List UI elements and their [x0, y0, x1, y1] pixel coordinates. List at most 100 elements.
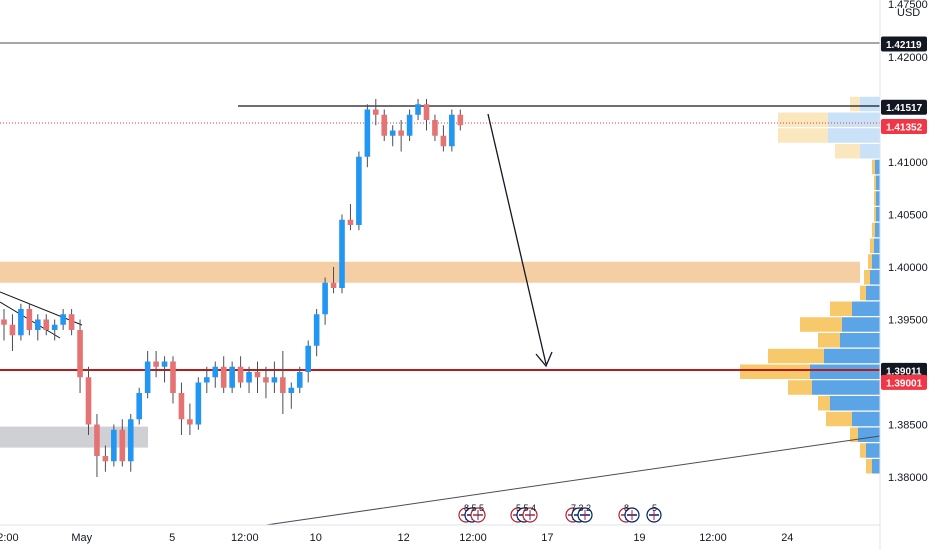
- candle: [9, 314, 16, 351]
- candle-body: [35, 319, 41, 330]
- candle: [94, 414, 100, 477]
- demand-zone[interactable]: [0, 426, 148, 448]
- profile-bar-down: [830, 301, 852, 316]
- price-badge[interactable]: 1.39001: [881, 374, 927, 390]
- candle-body: [398, 130, 404, 136]
- profile-bar-up: [824, 348, 880, 364]
- candle: [339, 214, 345, 294]
- economic-events[interactable]: 8 5 5 5 5 4 7 3 2 8 5: [458, 503, 662, 523]
- profile-bar-up: [876, 191, 880, 206]
- candle: [415, 99, 421, 120]
- candle: [356, 151, 362, 231]
- candle-body: [26, 309, 33, 330]
- profile-bar-up: [876, 207, 880, 222]
- candle-body: [440, 135, 447, 147]
- candle: [144, 351, 151, 399]
- candle-body: [381, 114, 388, 136]
- candle-body: [18, 309, 24, 336]
- candles-layer: [1, 99, 464, 477]
- profile-bar-down: [874, 207, 876, 222]
- candle: [237, 356, 244, 388]
- candle-body: [263, 377, 269, 383]
- event-marker[interactable]: 7 3 2: [565, 503, 593, 523]
- price-badge[interactable]: 1.42119: [881, 36, 927, 52]
- profile-bar-down: [850, 427, 858, 442]
- event-count: 5: [652, 503, 657, 513]
- event-count: 7 3 2: [571, 503, 591, 513]
- price-badge-label: 1.39001: [886, 378, 923, 389]
- candle: [398, 120, 404, 152]
- candle: [26, 303, 33, 336]
- time-axis[interactable]: 12:00 May 5 12:00 10 12 12:00 17 19 12:00 24: [0, 524, 880, 544]
- price-badge[interactable]: 1.41517: [881, 99, 927, 115]
- candle-body: [271, 377, 278, 383]
- candle: [35, 314, 41, 341]
- candle-body: [68, 314, 75, 330]
- candle: [373, 99, 379, 126]
- candle: [68, 309, 75, 336]
- profile-bar-up: [812, 380, 880, 395]
- event-marker[interactable]: 5 5 4: [510, 503, 538, 523]
- profile-bar-down: [740, 364, 810, 379]
- candle: [220, 356, 227, 393]
- supply-zone[interactable]: [0, 261, 860, 283]
- event-marker[interactable]: 5: [646, 503, 662, 523]
- candle: [305, 340, 311, 383]
- price-tick: 1.39500: [888, 315, 928, 327]
- time-tick: 19: [633, 532, 645, 544]
- event-count: 8 5 5: [464, 503, 484, 513]
- profile-bar-up: [866, 443, 880, 458]
- rising-trend-line[interactable]: [265, 435, 881, 526]
- candle: [229, 361, 235, 393]
- candle: [102, 445, 109, 472]
- candle: [406, 109, 413, 141]
- profile-bar-up: [828, 128, 880, 143]
- candle-body: [51, 324, 58, 330]
- time-tick: 12:00: [0, 532, 19, 544]
- candle: [263, 366, 269, 399]
- time-tick: 5: [169, 532, 175, 544]
- candle: [195, 377, 202, 430]
- candle-body: [60, 314, 66, 325]
- candle: [364, 104, 371, 168]
- candle: [280, 351, 286, 414]
- profile-bar-up: [830, 396, 880, 411]
- candle: [127, 414, 134, 472]
- candle: [51, 319, 58, 341]
- profile-bar-down: [818, 333, 840, 348]
- profile-bar-down: [850, 96, 860, 112]
- profile-bar-down: [872, 159, 875, 175]
- candle-body: [94, 424, 100, 456]
- profile-bar-up: [842, 317, 880, 332]
- profile-bar-up: [870, 270, 880, 285]
- event-marker[interactable]: 8: [618, 503, 640, 523]
- profile-bar-down: [818, 396, 830, 411]
- candle: [449, 109, 455, 152]
- price-axis[interactable]: 1.47500 USD 1.42000 1.41000 1.40500 1.40000…: [879, 0, 928, 550]
- candle-body: [237, 366, 244, 383]
- price-tick: 1.38000: [888, 472, 928, 484]
- price-badge[interactable]: 1.41352: [881, 119, 927, 135]
- candle: [161, 356, 168, 383]
- profile-bar-down: [874, 191, 876, 206]
- zones-layer: [0, 261, 860, 448]
- time-tick: 12: [398, 532, 410, 544]
- price-badge[interactable]: 1.39011: [881, 362, 927, 378]
- price-tick: 1.40500: [888, 210, 928, 222]
- channel-line-upper[interactable]: [0, 291, 83, 326]
- event-marker[interactable]: 8 5 5: [458, 503, 486, 523]
- candle-body: [389, 130, 396, 136]
- projection-arrow[interactable]: [487, 113, 553, 368]
- candle-body: [364, 109, 371, 157]
- candle-body: [415, 104, 421, 115]
- candle: [330, 267, 337, 294]
- profile-bar-down: [860, 285, 866, 301]
- candle-body: [119, 429, 126, 462]
- profile-bar-up: [874, 238, 880, 253]
- candle: [85, 366, 92, 435]
- candle: [1, 309, 7, 341]
- profile-bar-up: [840, 333, 880, 348]
- candle: [111, 424, 117, 467]
- candle: [212, 361, 219, 388]
